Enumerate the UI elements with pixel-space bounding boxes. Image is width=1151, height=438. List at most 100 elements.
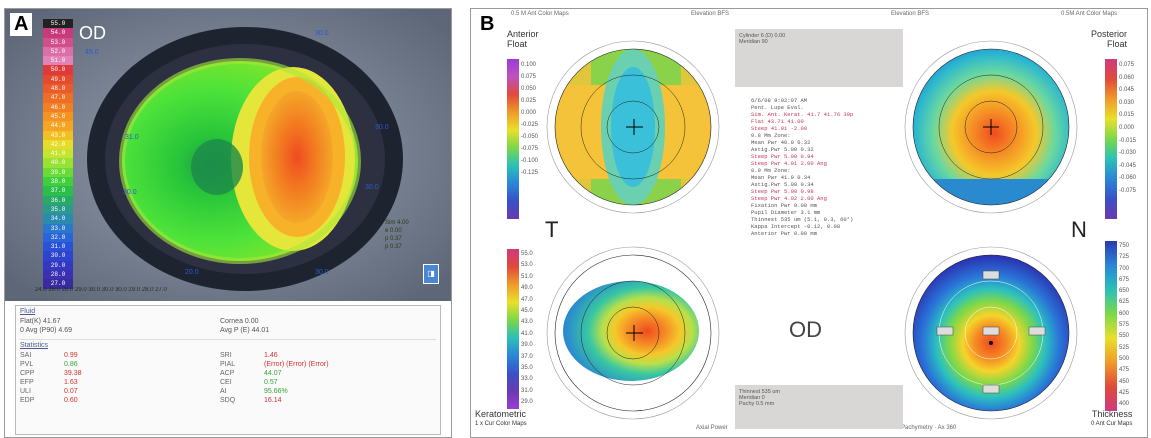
- scale-label: 35.0: [521, 365, 533, 372]
- fluid-heading: Fluid: [20, 308, 36, 315]
- eye-side-label-b: OD: [789, 317, 822, 342]
- scale-label: 0.025: [521, 98, 537, 104]
- scale-label: 47.0: [521, 296, 533, 303]
- label-line: Float: [507, 39, 528, 49]
- scale-cell: 34.0: [43, 214, 73, 224]
- scale-label: 625: [1119, 299, 1130, 306]
- stat-value: (Error) (Error) (Error): [264, 361, 329, 368]
- scale-label: 600: [1119, 310, 1130, 317]
- scale-label: 37.0: [521, 353, 533, 360]
- stat-key: CPP: [20, 370, 35, 377]
- box-line: Pachy 0.5 mm: [739, 401, 775, 407]
- text-line: 0.8 Mm Zone:: [751, 132, 791, 139]
- scale-cell: 39.0: [43, 167, 73, 178]
- header-mid-left: Elevation BFS: [691, 11, 730, 17]
- stat-value: 0.07: [64, 388, 78, 395]
- text-line: 0.9 Mm Zone:: [751, 167, 791, 174]
- scale-cell: 36.0: [43, 195, 73, 205]
- scale-cell: 37.0: [43, 186, 73, 196]
- table-row: CPP 39.38 ACP 44.07: [16, 369, 440, 378]
- scale-label: -0.125: [521, 170, 539, 176]
- stat-value: 44.07: [264, 370, 282, 377]
- scale-cell: 33.0: [43, 223, 73, 233]
- scale-cell: 50.0: [43, 65, 73, 75]
- posterior-float-label: Posterior Float: [1091, 29, 1127, 49]
- text-line: Flat 43.71 41.00: [751, 118, 804, 125]
- table-row: PVL 0.86 PIAL (Error) (Error) (Error): [16, 360, 440, 369]
- stat-key: SRI: [220, 352, 232, 359]
- scale-label: -0.030: [1119, 150, 1137, 157]
- scale-label: -0.015: [1119, 137, 1137, 144]
- scale-label: 0.030: [1119, 99, 1135, 106]
- stat-value: 1.63: [64, 379, 78, 386]
- scale-label: 0.000: [1119, 124, 1135, 131]
- bottom-scale-strip: 24.0 26.0 28.0 29.0 30.0 30.0 30.0 29.0 …: [35, 287, 167, 293]
- scale-label: -0.060: [1119, 175, 1137, 182]
- box-line: Cylinder 6 (D) 0.00: [739, 33, 786, 39]
- scale-label: -0.075: [1119, 187, 1137, 194]
- nasal-label: N: [1071, 217, 1087, 242]
- box-line: Meridian 0: [739, 395, 765, 401]
- scale-label: 675: [1119, 276, 1130, 283]
- thickness-label: Thickness 0 Ant Cur Maps: [1091, 409, 1132, 429]
- scale-label: 29.0: [521, 399, 533, 406]
- bottom-info-box: Thinnest 535 um Meridian 0 Pachy 0.5 mm: [735, 385, 903, 429]
- svg-text:45.0: 45.0: [85, 49, 99, 56]
- scale-label: 51.0: [521, 273, 533, 280]
- stat-key: ACP: [220, 370, 235, 377]
- text-line: Mean Pwr 40.0 0.32: [751, 139, 811, 146]
- scale-cell: 30.0: [43, 251, 73, 261]
- label-line: Posterior: [1091, 29, 1128, 39]
- scale-cell: 51.0: [43, 56, 73, 66]
- stat-value: 0.86: [64, 361, 78, 368]
- label-line: Float: [1107, 39, 1128, 49]
- posterior-scale-bar: [1105, 59, 1117, 219]
- fluid-row: 0 Avg (P90) 4.69 Avg P (E) 44.01: [16, 326, 440, 335]
- info-line: e 0.00: [385, 228, 402, 234]
- scale-cell: 42.0: [43, 139, 73, 150]
- anterior-scale-labels: 0.100 0.075 0.050 0.025 0.000 -0.025 -0.…: [521, 59, 538, 179]
- svg-text:30.0: 30.0: [315, 30, 329, 37]
- stat-value: 1.46: [264, 352, 278, 359]
- text-line: Mean Pwr 41.9 0.34: [751, 174, 811, 181]
- fluid-cell: 0 Avg (P90) 4.69: [20, 327, 73, 334]
- thickness-map: [904, 246, 1078, 420]
- scale-label: 500: [1119, 355, 1130, 362]
- svg-text:20.0: 20.0: [185, 269, 199, 276]
- pentacam-maps-svg: [546, 40, 1078, 420]
- panel-a-letter: A: [10, 13, 33, 36]
- scale-label: 0.060: [1119, 74, 1135, 81]
- scale-label: 45.0: [521, 308, 533, 315]
- scale-toggle-icon[interactable]: ◨: [423, 264, 439, 284]
- scale-label: 425: [1119, 389, 1130, 396]
- scale-label: 0.000: [521, 110, 537, 116]
- stat-key: PVL: [20, 361, 34, 368]
- text-line: 6/6/08 9:02:07 AM: [751, 97, 808, 104]
- stat-key: AI: [220, 388, 227, 395]
- fluid-cell: Avg P (E) 44.01: [220, 327, 270, 334]
- stat-value: 0.99: [64, 352, 78, 359]
- scale-label: 400: [1119, 401, 1130, 408]
- scale-cell: 35.0: [43, 204, 73, 215]
- svg-text:30.0: 30.0: [315, 269, 329, 276]
- anterior-scale-bar: [507, 59, 519, 219]
- info-line: p 0.37: [385, 244, 402, 250]
- temporal-label: T: [545, 217, 559, 242]
- scale-cell: 49.0: [43, 74, 73, 85]
- box-line: Thinnest 535 um: [739, 389, 780, 395]
- scale-label: 475: [1119, 367, 1130, 374]
- fluid-cell: Cornea 0.00: [220, 318, 259, 325]
- table-row: EFP 1.63 CEI 0.57: [16, 378, 440, 387]
- thickness-scale-bar: [1105, 241, 1117, 411]
- header-mid-right: Elevation BFS: [891, 11, 930, 17]
- anterior-float-label: Anterior Float: [507, 29, 539, 49]
- stat-value: 16.14: [264, 397, 282, 404]
- label-line: 0 Ant Cur Maps: [1091, 421, 1133, 427]
- box-line: Meridian 90: [739, 39, 768, 45]
- anterior-float-map: [546, 40, 720, 214]
- stat-key: SAI: [20, 352, 32, 359]
- eye-photo-svg: 30.0 45.0 31.0 30.0 30.0 30.0 30.0 20.0: [5, 9, 451, 301]
- text-line: Anterior Pwr 0.00 mm: [751, 230, 818, 237]
- stat-key: SDQ: [220, 397, 236, 404]
- eye-side-label: OD: [79, 23, 106, 43]
